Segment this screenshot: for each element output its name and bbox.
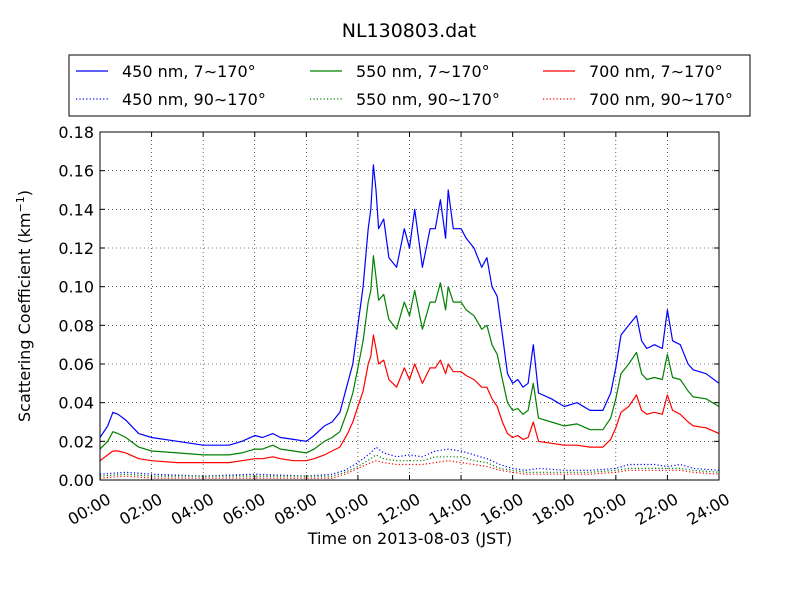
- series-line-3: [99, 446, 720, 477]
- legend-label: 550 nm, 7∼170°: [356, 62, 490, 81]
- y-tick-label: 0.04: [58, 394, 94, 413]
- y-tick-label: 0.02: [58, 432, 94, 451]
- y-axis-label-end: ): [15, 190, 34, 196]
- y-axis-label-main: Scattering Coefficient (km: [15, 212, 34, 422]
- y-tick-label: 0.18: [58, 123, 94, 142]
- legend-entry-1: 550 nm, 7∼170°: [310, 62, 490, 81]
- legend-label: 450 nm, 90∼170°: [122, 90, 266, 109]
- y-axis-label-superscript: −1: [14, 196, 27, 212]
- y-tick-label: 0.08: [58, 316, 94, 335]
- legend-label: 700 nm, 90∼170°: [589, 90, 733, 109]
- legend-entry-2: 700 nm, 7∼170°: [543, 62, 723, 81]
- plot-area: [100, 132, 719, 480]
- y-tick-label: 0.10: [58, 278, 94, 297]
- series-layer: [99, 164, 720, 479]
- series-line-5: [99, 460, 720, 479]
- legend-entry-4: 550 nm, 90∼170°: [310, 90, 500, 109]
- legend-entry-5: 700 nm, 90∼170°: [543, 90, 733, 109]
- y-tick-label: 0.14: [58, 200, 94, 219]
- y-tick-label: 0.12: [58, 239, 94, 258]
- legend-label: 700 nm, 7∼170°: [589, 62, 723, 81]
- y-tick-label: 0.06: [58, 355, 94, 374]
- series-line-1: [99, 255, 720, 456]
- y-tick-label: 0.16: [58, 162, 94, 181]
- legend: 450 nm, 7∼170° 550 nm, 7∼170° 700 nm, 7∼17…: [68, 54, 751, 117]
- legend-entry-0: 450 nm, 7∼170°: [76, 62, 256, 81]
- x-axis-label: Time on 2013-08-03 (JST): [307, 529, 512, 548]
- y-tick-label: 0.00: [58, 471, 94, 490]
- legend-entry-3: 450 nm, 90∼170°: [76, 90, 266, 109]
- y-axis-label: Scattering Coefficient (km−1): [14, 190, 34, 422]
- series-line-2: [99, 334, 720, 464]
- legend-label: 550 nm, 90∼170°: [356, 90, 500, 109]
- series-line-0: [99, 164, 720, 446]
- series-line-4: [99, 454, 720, 477]
- legend-label: 450 nm, 7∼170°: [122, 62, 256, 81]
- chart-title: NL130803.dat: [342, 20, 477, 42]
- legend-frame: [68, 54, 751, 117]
